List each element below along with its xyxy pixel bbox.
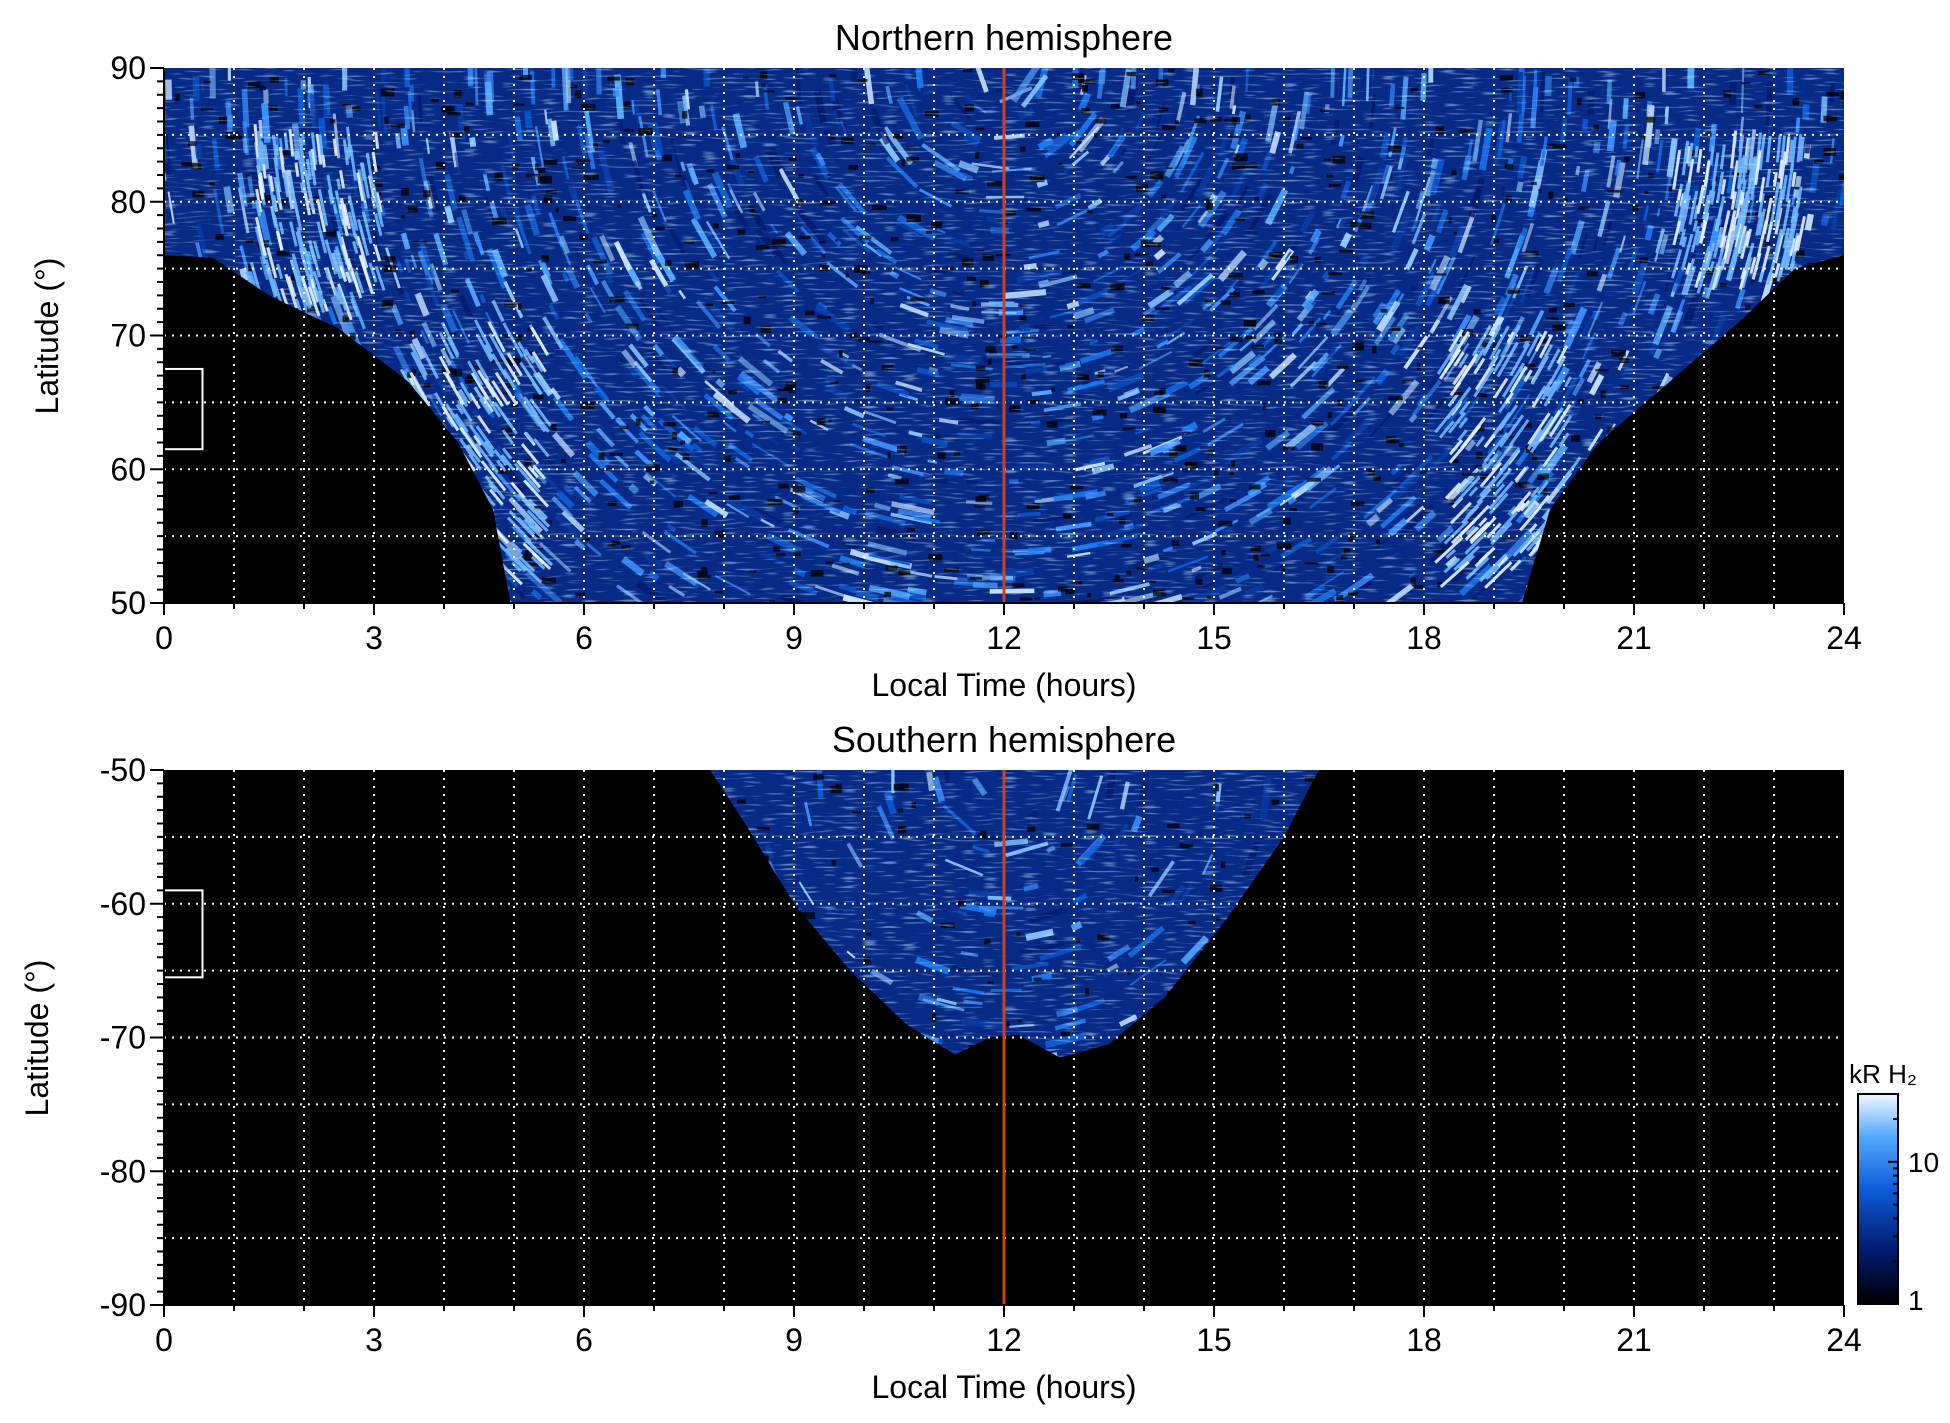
y-tick-label: 50: [110, 585, 146, 621]
x-tick-label: 12: [986, 1322, 1022, 1358]
x-tick-label: 15: [1196, 620, 1232, 656]
chart-title-south: Southern hemisphere: [832, 719, 1176, 760]
y-tick-labels-south: -90 -80 -70 -60 -50: [100, 752, 146, 1323]
x-tick-labels-north: 0 3 6 9 12 15 18 21 24: [155, 620, 1862, 656]
x-tick-label: 3: [365, 620, 383, 656]
colorbar-tick-label: 10: [1908, 1147, 1939, 1178]
axes-north: [150, 67, 1845, 615]
colorbar-ticks: [1888, 1093, 1898, 1305]
x-tick-label: 24: [1826, 620, 1862, 656]
y-tick-labels-north: 50 60 70 80 90: [110, 50, 146, 621]
colorbar-label: kR H₂: [1849, 1059, 1917, 1089]
y-axis-label-south: Latitude (°): [19, 960, 55, 1117]
emission-gap: [1843, 102, 1844, 109]
x-tick-label: 21: [1616, 620, 1652, 656]
y-tick-label: -50: [100, 752, 146, 788]
x-tick-label: 9: [785, 1322, 803, 1358]
y-axis-label-north: Latitude (°): [29, 258, 65, 415]
y-tick-label: -70: [100, 1020, 146, 1056]
y-tick-label: -80: [100, 1153, 146, 1189]
x-tick-labels-south: 0 3 6 9 12 15 18 21 24: [155, 1322, 1862, 1358]
colorbar-gradient: [1857, 1093, 1899, 1305]
chart-title-north: Northern hemisphere: [835, 17, 1173, 58]
y-tick-label: 90: [110, 50, 146, 86]
y-tick-label: -90: [100, 1287, 146, 1323]
x-axis-label-north: Local Time (hours): [872, 667, 1137, 703]
x-tick-label: 0: [155, 1322, 173, 1358]
y-tick-label: 80: [110, 184, 146, 220]
y-tick-label: -60: [100, 886, 146, 922]
x-tick-label: 12: [986, 620, 1022, 656]
x-tick-label: 15: [1196, 1322, 1232, 1358]
y-tick-label: 60: [110, 451, 146, 487]
x-axis-label-south: Local Time (hours): [872, 1369, 1137, 1405]
x-tick-label: 18: [1406, 620, 1442, 656]
x-tick-label: 6: [575, 1322, 593, 1358]
x-tick-label: 3: [365, 1322, 383, 1358]
x-tick-label: 21: [1616, 1322, 1652, 1358]
colorbar: kR H₂ 1 10: [1849, 1059, 1939, 1316]
x-tick-label: 9: [785, 620, 803, 656]
x-tick-label: 0: [155, 620, 173, 656]
colorbar-tick-label: 1: [1908, 1285, 1924, 1316]
x-tick-label: 18: [1406, 1322, 1442, 1358]
y-tick-label: 70: [110, 318, 146, 354]
panel-south: Southern hemisphere 0 3 6 9 12 15 18 21 …: [19, 719, 1862, 1405]
x-tick-label: 24: [1826, 1322, 1862, 1358]
panel-north: Northern hemisphere 0 3 6 9 12 15 18 21 …: [29, 17, 1862, 703]
x-tick-label: 6: [575, 620, 593, 656]
axes-south: [150, 769, 1845, 1317]
